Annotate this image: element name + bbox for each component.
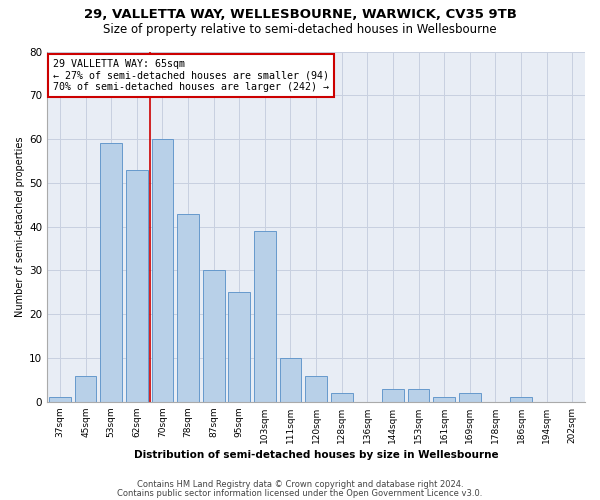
Bar bbox=[126, 170, 148, 402]
Bar bbox=[280, 358, 301, 402]
Bar bbox=[254, 231, 276, 402]
Text: Contains HM Land Registry data © Crown copyright and database right 2024.: Contains HM Land Registry data © Crown c… bbox=[137, 480, 463, 489]
Bar bbox=[100, 144, 122, 402]
Text: Size of property relative to semi-detached houses in Wellesbourne: Size of property relative to semi-detach… bbox=[103, 22, 497, 36]
Bar bbox=[433, 398, 455, 402]
Bar bbox=[74, 376, 97, 402]
Bar bbox=[407, 388, 430, 402]
Bar bbox=[305, 376, 327, 402]
Bar bbox=[49, 398, 71, 402]
Bar bbox=[203, 270, 224, 402]
Bar bbox=[331, 393, 353, 402]
Bar bbox=[177, 214, 199, 402]
Text: Contains public sector information licensed under the Open Government Licence v3: Contains public sector information licen… bbox=[118, 488, 482, 498]
X-axis label: Distribution of semi-detached houses by size in Wellesbourne: Distribution of semi-detached houses by … bbox=[134, 450, 499, 460]
Bar bbox=[459, 393, 481, 402]
Bar bbox=[229, 292, 250, 402]
Text: 29, VALLETTA WAY, WELLESBOURNE, WARWICK, CV35 9TB: 29, VALLETTA WAY, WELLESBOURNE, WARWICK,… bbox=[83, 8, 517, 20]
Text: 29 VALLETTA WAY: 65sqm
← 27% of semi-detached houses are smaller (94)
70% of sem: 29 VALLETTA WAY: 65sqm ← 27% of semi-det… bbox=[53, 58, 329, 92]
Y-axis label: Number of semi-detached properties: Number of semi-detached properties bbox=[15, 136, 25, 317]
Bar bbox=[152, 139, 173, 402]
Bar bbox=[382, 388, 404, 402]
Bar bbox=[510, 398, 532, 402]
